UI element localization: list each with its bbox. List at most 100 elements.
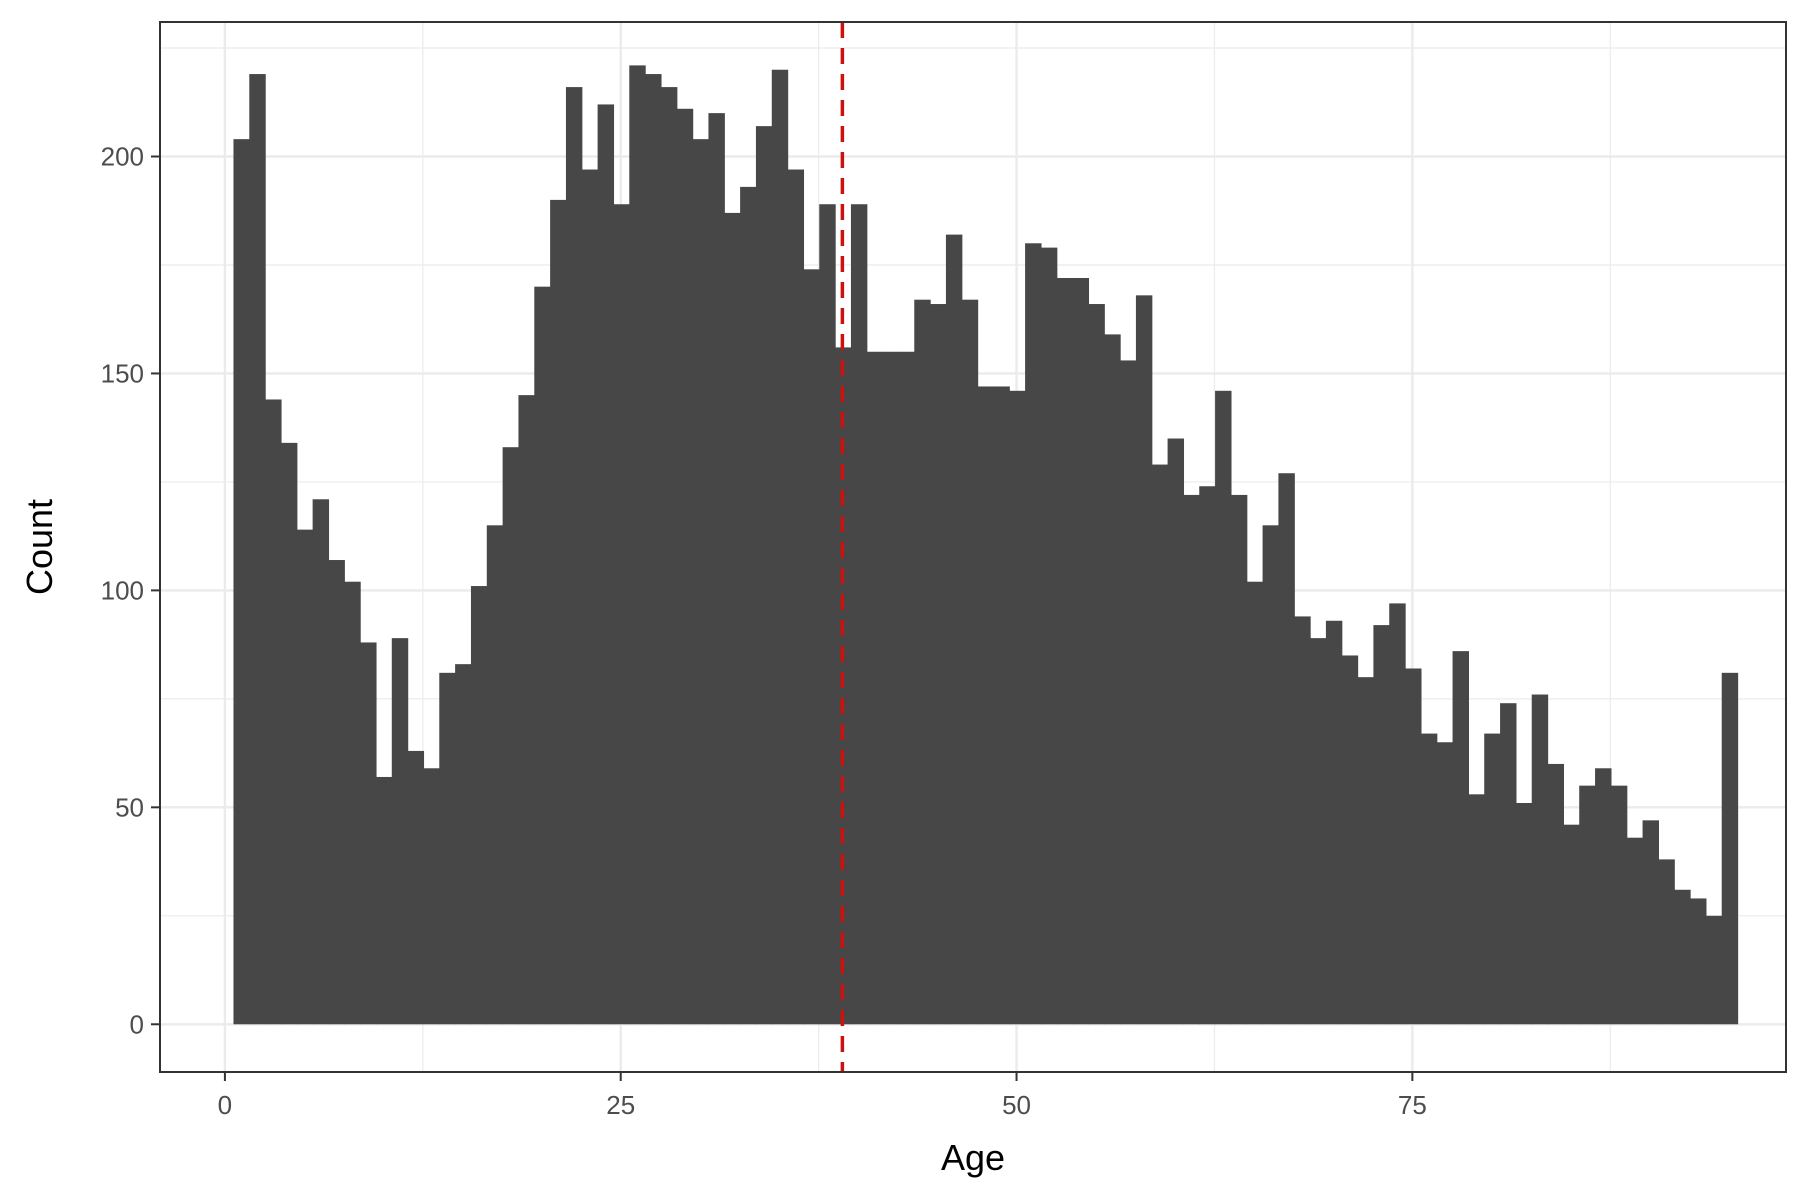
- histogram-bar: [1183, 494, 1200, 1025]
- histogram-bar: [660, 87, 678, 1025]
- histogram-bar: [755, 126, 773, 1025]
- y-axis-title: Count: [19, 499, 60, 595]
- plot-panel-border: [159, 21, 1787, 1073]
- histogram-bar: [1088, 304, 1105, 1025]
- histogram-bar: [819, 204, 836, 1025]
- histogram-bar: [1468, 794, 1485, 1025]
- histogram-bar: [1531, 694, 1549, 1025]
- histogram-bar: [391, 638, 409, 1025]
- histogram-bar: [597, 104, 615, 1025]
- y-tick-label: 150: [101, 358, 144, 388]
- histogram-bar: [850, 204, 868, 1025]
- histogram-bar: [1690, 898, 1707, 1025]
- histogram-bar: [629, 65, 646, 1025]
- y-tick-label: 50: [115, 792, 144, 822]
- histogram-bar: [1674, 889, 1691, 1025]
- histogram-bar: [708, 113, 725, 1025]
- histogram-bar: [280, 442, 298, 1025]
- histogram-bar: [1610, 785, 1628, 1025]
- histogram-bar: [1658, 859, 1675, 1025]
- histogram-bar: [692, 139, 710, 1025]
- histogram-bar: [930, 304, 947, 1025]
- histogram-bar: [740, 186, 757, 1025]
- histogram-bar: [1072, 277, 1090, 1025]
- histogram-bar: [534, 286, 551, 1025]
- y-tick-label: 200: [101, 142, 144, 172]
- histogram-bar: [1595, 768, 1612, 1025]
- histogram-bar: [1040, 247, 1058, 1025]
- histogram-bar: [1199, 486, 1216, 1025]
- histogram-bar: [1373, 625, 1390, 1025]
- y-tick-label: 100: [101, 575, 144, 605]
- histogram-bar: [914, 299, 931, 1025]
- histogram-bar: [977, 386, 995, 1025]
- histogram-bar: [1705, 915, 1723, 1025]
- histogram-bar: [1310, 638, 1327, 1025]
- histogram-bar: [407, 750, 425, 1025]
- histogram-bar: [1389, 603, 1406, 1025]
- histogram-bar: [1104, 334, 1121, 1025]
- histogram-bar: [375, 776, 393, 1025]
- histogram-bar: [1452, 651, 1469, 1025]
- histogram-bar: [803, 269, 820, 1025]
- histogram-bar: [233, 139, 250, 1025]
- histogram-bar: [296, 529, 314, 1025]
- histogram-bar: [1357, 677, 1375, 1025]
- histogram-bar: [1547, 763, 1564, 1025]
- histogram-bar: [771, 69, 789, 1025]
- histogram-bar: [1215, 390, 1232, 1025]
- histogram-bar: [328, 560, 345, 1025]
- histogram-bar: [439, 672, 456, 1025]
- histogram-bar: [1484, 733, 1501, 1025]
- x-tick-label: 50: [1002, 1090, 1031, 1120]
- histogram-bars: [233, 65, 1739, 1025]
- histogram-bar: [1120, 360, 1137, 1025]
- histogram-bar: [1325, 620, 1343, 1025]
- histogram-bar: [676, 108, 694, 1025]
- histogram-bar: [486, 525, 504, 1025]
- histogram-bar: [1642, 820, 1659, 1025]
- histogram-bar: [724, 212, 741, 1025]
- histogram-bar: [898, 351, 915, 1025]
- histogram-bar: [1563, 824, 1580, 1025]
- histogram-bar: [360, 642, 377, 1025]
- histogram-bar: [1436, 742, 1454, 1025]
- histogram-bar: [1579, 785, 1596, 1025]
- histogram-bar: [423, 768, 440, 1025]
- histogram-bar: [565, 87, 583, 1025]
- histogram-bar: [502, 447, 520, 1025]
- histogram-bar: [882, 351, 900, 1025]
- histogram-bar: [312, 499, 330, 1025]
- x-axis-title: Age: [941, 1137, 1005, 1178]
- histogram-bar: [1500, 703, 1517, 1025]
- histogram-bar: [945, 234, 963, 1025]
- histogram-bar: [1246, 581, 1264, 1025]
- histogram-bar: [1230, 494, 1248, 1025]
- histogram-bar: [1721, 672, 1739, 1025]
- histogram-bar: [249, 74, 266, 1025]
- histogram-bar: [518, 395, 535, 1025]
- x-tick-label: 25: [606, 1090, 635, 1120]
- histogram-bar: [470, 586, 488, 1025]
- histogram-bar: [1151, 464, 1169, 1025]
- x-axis: 0 25 50 75: [218, 1072, 1427, 1120]
- histogram-bar: [993, 386, 1010, 1025]
- histogram-bar: [1025, 243, 1042, 1025]
- histogram-bar: [265, 399, 282, 1025]
- histogram-bar: [866, 351, 884, 1025]
- histogram-bar: [455, 664, 472, 1025]
- histogram-bar: [1262, 525, 1280, 1025]
- y-axis: 0 50 100 150 200: [101, 142, 160, 1039]
- histogram-bar: [1167, 438, 1185, 1025]
- histogram-bar: [645, 74, 662, 1025]
- histogram-bar: [1515, 802, 1533, 1025]
- histogram-bar: [787, 169, 805, 1025]
- histogram-bar: [1420, 733, 1438, 1025]
- histogram-bar: [344, 581, 361, 1025]
- histogram-bar: [613, 204, 630, 1025]
- x-tick-label: 0: [218, 1090, 232, 1120]
- histogram-bar: [581, 169, 599, 1025]
- histogram-bar: [1278, 473, 1295, 1025]
- histogram-bar: [1294, 616, 1311, 1025]
